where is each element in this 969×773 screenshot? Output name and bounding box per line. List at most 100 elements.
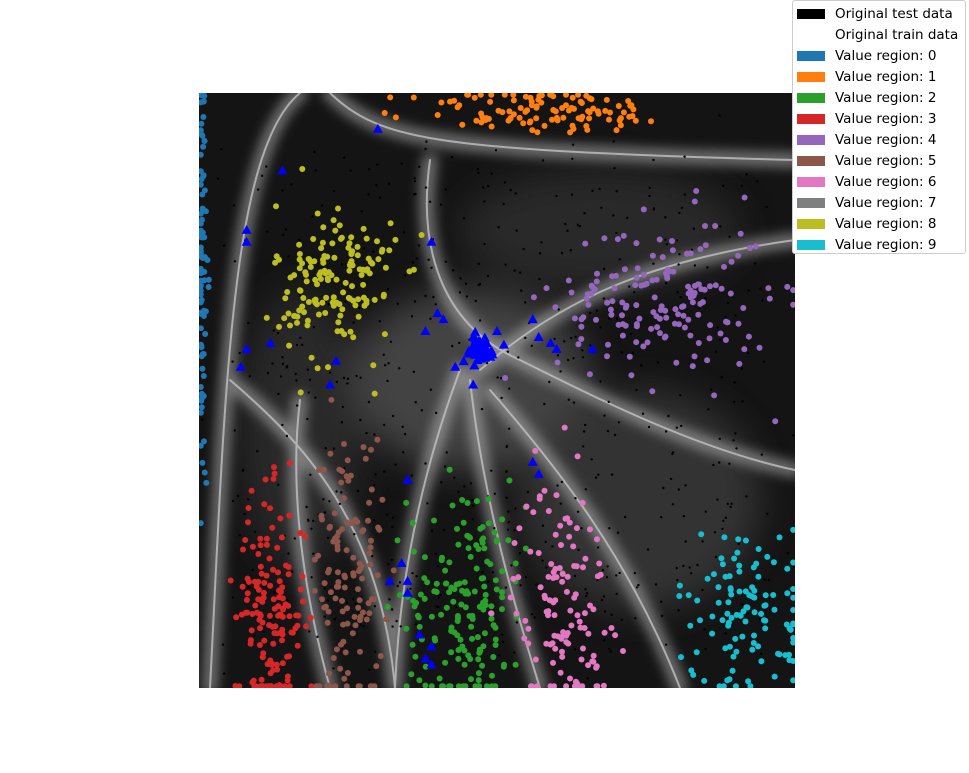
train-point-region-1 [553,114,560,121]
train-point-region-4 [756,344,763,351]
train-point-region-9 [776,651,783,658]
train-point-region-1 [538,93,545,99]
test-data-point [314,396,317,399]
train-point-region-2 [416,677,423,684]
train-point-region-8 [348,258,355,265]
train-point-region-0 [199,229,206,236]
train-point-region-3 [277,589,284,595]
test-data-point [440,481,443,484]
test-data-point [277,392,280,396]
test-data-point [680,424,683,428]
train-point-region-5 [356,683,363,688]
test-data-point [571,143,575,146]
train-point-region-6 [562,515,569,522]
test-data-point [342,376,346,380]
train-point-region-5 [383,616,390,623]
train-point-region-5 [355,604,362,611]
train-point-region-4 [594,270,600,277]
train-point-region-9 [709,613,716,620]
train-point-region-6 [570,543,577,550]
train-point-region-2 [439,554,445,561]
test-data-point [281,356,284,359]
highlight-triangle [545,337,556,347]
train-point-region-8 [324,253,331,260]
train-point-region-9 [687,622,694,629]
train-point-region-6 [593,663,600,670]
test-data-point [756,180,759,183]
train-point-region-8 [375,256,382,263]
train-point-region-5 [344,670,351,676]
train-point-region-2 [491,529,498,536]
test-data-point [413,300,417,303]
test-data-point [721,527,724,531]
train-point-region-2 [446,589,453,596]
train-point-region-5 [330,538,337,545]
train-point-region-4 [656,236,663,243]
test-data-point [231,596,235,599]
train-point-region-4 [657,330,663,337]
test-data-point [676,239,679,242]
train-point-region-6 [525,640,532,647]
test-data-point [481,635,485,638]
test-data-point [637,583,640,587]
test-data-point [428,200,432,203]
test-data-point [585,592,589,595]
test-data-point [491,571,494,574]
train-point-region-5 [366,550,373,557]
highlight-triangle [241,236,252,246]
train-point-region-6 [563,588,570,595]
test-data-point [434,303,437,306]
test-data-point [424,186,428,189]
test-data-point [706,266,709,269]
train-point-region-1 [615,103,622,109]
test-data-point [332,447,336,450]
train-point-region-9 [762,592,769,599]
train-point-region-6 [561,424,568,431]
test-data-point [508,387,511,390]
train-point-region-3 [286,683,293,688]
train-point-region-9 [722,573,729,580]
train-point-region-1 [465,93,472,98]
test-data-point [656,361,660,364]
highlight-triangle [533,468,544,478]
test-data-point [573,574,577,578]
train-point-region-4 [727,290,734,297]
train-point-region-4 [784,283,791,290]
train-point-region-3 [259,683,266,688]
test-data-point [238,534,241,537]
highlight-triangle [432,308,443,318]
test-data-point [594,476,598,479]
test-data-point [332,189,336,193]
train-point-region-9 [751,632,757,639]
train-point-region-4 [622,322,629,329]
train-point-region-2 [489,672,495,679]
train-point-region-4 [707,322,714,329]
train-point-region-2 [415,614,422,621]
train-point-region-6 [532,447,539,454]
test-data-point [514,192,517,195]
train-point-region-5 [335,529,342,536]
test-data-point [312,326,316,329]
train-point-region-1 [533,115,540,122]
train-point-region-4 [718,285,725,292]
train-point-region-2 [490,622,497,629]
train-point-region-2 [462,604,469,611]
train-point-region-9 [783,621,790,628]
legend-label: Value region: 4 [835,131,937,148]
legend-swatch [797,113,825,124]
train-point-region-3 [303,623,310,630]
train-point-region-4 [790,301,795,308]
train-point-region-1 [607,109,613,116]
test-data-point [436,564,439,568]
legend-item: Value region: 6 [797,171,965,192]
train-point-region-2 [475,546,482,552]
test-data-point [618,571,621,575]
train-point-region-8 [329,240,336,247]
test-data-point [368,168,371,171]
train-point-region-4 [628,372,635,379]
test-data-point [490,172,493,175]
train-point-region-2 [473,565,480,572]
test-data-point [513,651,516,654]
test-data-point [232,204,236,207]
train-point-region-4 [663,314,670,321]
